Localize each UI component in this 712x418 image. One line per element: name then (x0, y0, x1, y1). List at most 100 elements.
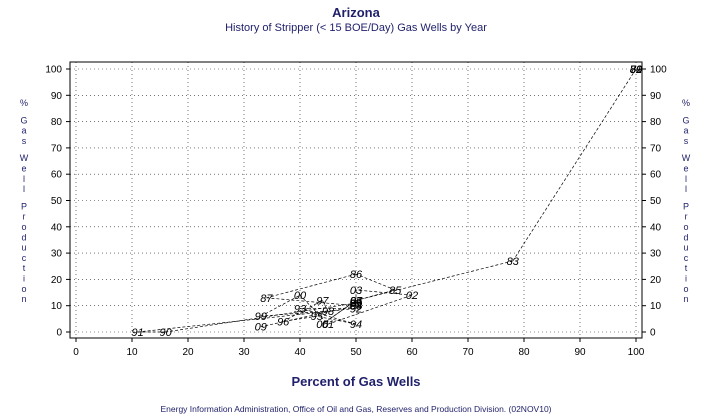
point-label-85: 85 (389, 285, 402, 297)
point-label-07: 07 (350, 295, 363, 307)
y-tick-label-right: 0 (650, 328, 656, 339)
series-connector (266, 297, 357, 307)
y-axis-label-char: o (21, 222, 26, 232)
y-axis-label-char: l (685, 174, 687, 184)
y-axis-label-char: c (22, 253, 27, 263)
y-tick-label-right: 80 (650, 117, 662, 128)
x-axis-label: Percent of Gas Wells (291, 374, 420, 389)
y-tick-label-left: 90 (51, 91, 63, 102)
y-axis-label-char: n (683, 294, 688, 304)
y-axis-label-char: l (23, 184, 25, 194)
point-label-87: 87 (260, 293, 273, 305)
point-label-93: 93 (294, 303, 307, 315)
point-label-98: 98 (322, 306, 335, 318)
series-connector (260, 305, 357, 328)
y-tick-label-right: 70 (650, 143, 662, 154)
x-tick-label: 70 (462, 347, 474, 358)
point-label-92: 92 (350, 303, 362, 315)
y-axis-label-char: G (20, 115, 27, 125)
y-tick-label-left: 100 (45, 65, 62, 76)
y-tick-label-left: 70 (51, 143, 63, 154)
y-tick-label-left: 40 (51, 222, 63, 233)
y-tick-label-right: 90 (650, 91, 662, 102)
y-tick-label-left: 60 (51, 170, 63, 181)
x-tick-label: 80 (518, 347, 530, 358)
y-axis-label-char: a (21, 126, 26, 136)
series-connector (260, 294, 301, 317)
y-axis-label-char: e (21, 164, 26, 174)
y-tick-label-left: 80 (51, 117, 63, 128)
connecting-lines (137, 68, 637, 333)
y-axis-label-char: % (20, 98, 28, 108)
y-tick-label-left: 20 (51, 275, 63, 286)
y-axis-label-char: s (684, 136, 689, 146)
series-connector (355, 273, 396, 291)
series-connector (260, 310, 329, 317)
point-label-06: 06 (316, 319, 329, 331)
x-tick-label: 90 (574, 347, 586, 358)
series-connector (316, 315, 357, 325)
point-label-05: 05 (350, 295, 363, 307)
series-connector (355, 289, 396, 301)
y-tick-label-left: 0 (56, 328, 62, 339)
x-tick-label: 0 (73, 347, 79, 358)
point-label-94: 94 (350, 319, 362, 331)
chart-title: Arizona (332, 5, 380, 20)
y-axis-label-char: t (685, 263, 688, 273)
y-tick-label-right: 20 (650, 275, 662, 286)
point-label-86: 86 (350, 269, 363, 281)
point-label-79: 79 (630, 64, 642, 76)
y-axis-label-char: s (22, 136, 27, 146)
point-label-83: 83 (507, 256, 520, 268)
point-label-80: 80 (630, 64, 643, 76)
point-label-81: 81 (630, 64, 642, 76)
y-tick-label-left: 50 (51, 196, 63, 207)
point-label-02: 02 (406, 290, 418, 302)
y-axis-label-char: o (683, 284, 688, 294)
x-tick-label: 20 (182, 347, 194, 358)
y-tick-label-right: 50 (650, 196, 662, 207)
y-tick-label-right: 10 (650, 301, 662, 312)
series-connector (322, 300, 357, 325)
point-label-89: 89 (350, 298, 362, 310)
point-label-01: 01 (322, 319, 334, 331)
series-connector (322, 300, 329, 312)
x-tick-label: 100 (628, 347, 645, 358)
x-tick-label: 50 (350, 347, 362, 358)
y-axis-label-char: d (683, 232, 688, 242)
point-label-00: 00 (294, 290, 307, 302)
x-tick-label: 40 (294, 347, 306, 358)
y-axis-label-char: G (682, 115, 689, 125)
series-connector (266, 273, 357, 299)
point-label-88: 88 (350, 301, 363, 313)
y-axis-label-char: n (21, 294, 26, 304)
x-tick-label: 60 (406, 347, 418, 358)
series-connector (283, 315, 317, 322)
y-tick-label-left: 10 (51, 301, 63, 312)
series-connector (299, 294, 329, 325)
y-axis-label-char: u (21, 243, 26, 253)
series-connector (165, 302, 357, 333)
y-axis-label-char: e (683, 164, 688, 174)
y-axis-label-char: P (683, 201, 689, 211)
point-label-03: 03 (350, 285, 363, 297)
y-axis-label-char: a (683, 126, 688, 136)
series-connector (355, 260, 513, 301)
y-axis-label-char: r (23, 212, 26, 222)
series-connector (137, 307, 357, 333)
y-axis-label-char: u (683, 243, 688, 253)
series-connector (283, 300, 323, 322)
point-label-96: 96 (277, 316, 290, 328)
y-axis-label-char: t (23, 263, 26, 273)
grid-lines (70, 62, 642, 338)
x-tick-label: 10 (126, 347, 138, 358)
point-label-97: 97 (316, 295, 329, 307)
y-axis-label-char: o (683, 222, 688, 232)
y-tick-label-right: 40 (650, 222, 662, 233)
y-axis-label-char: W (682, 153, 691, 163)
y-tick-label-right: 100 (650, 65, 667, 76)
